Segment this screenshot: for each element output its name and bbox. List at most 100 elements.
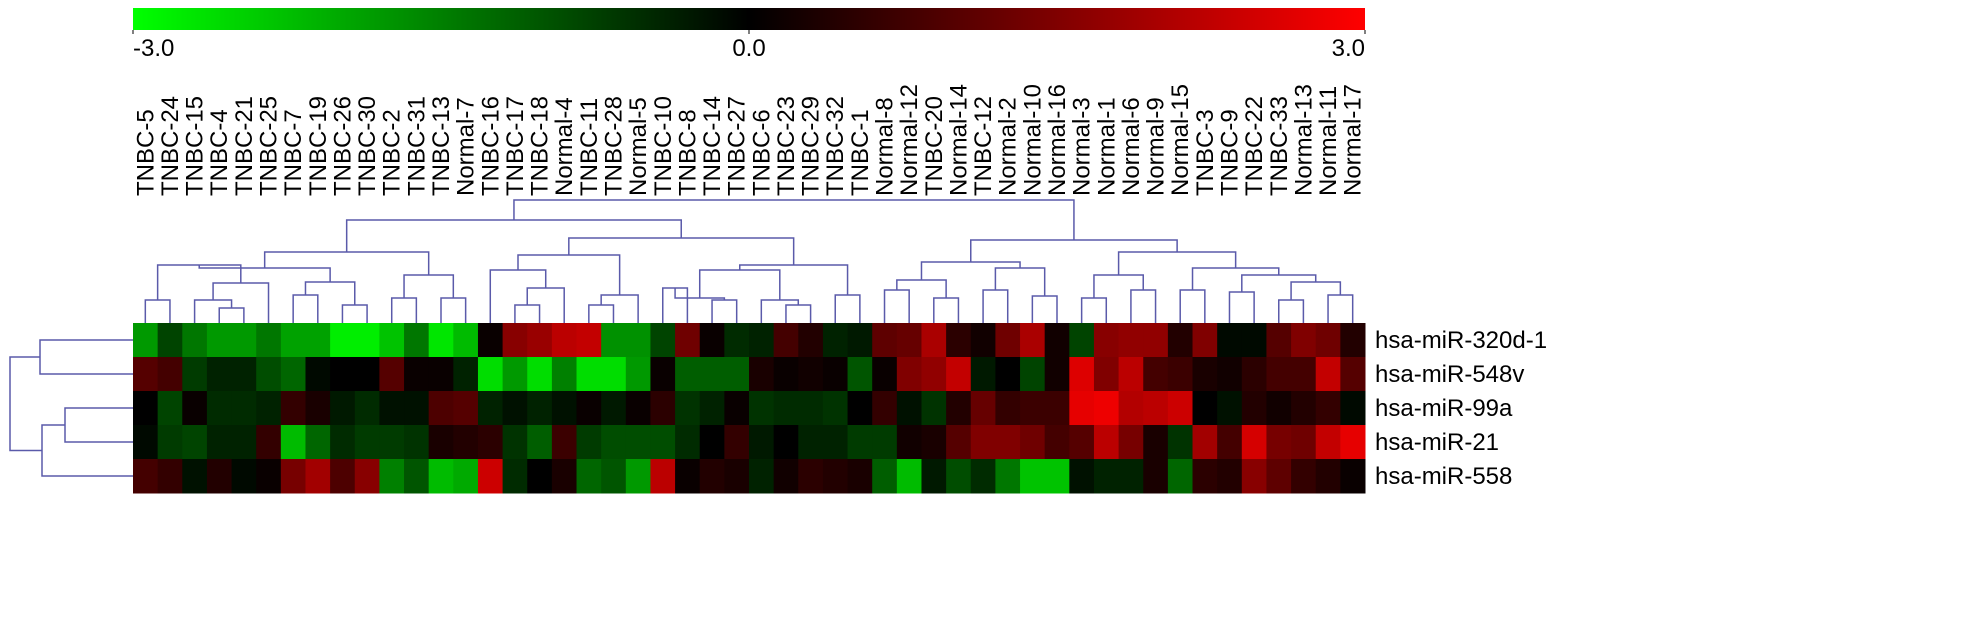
heatmap-cell: [256, 425, 282, 460]
heatmap-cell: [502, 323, 528, 358]
heatmap-cell: [182, 357, 208, 392]
heatmap-cell: [477, 357, 504, 392]
heatmap-cell: [551, 459, 578, 494]
heatmap-cell: [847, 323, 873, 358]
heatmap-cell: [1241, 323, 1267, 358]
heatmap-cell: [157, 391, 183, 426]
heatmap-cell: [305, 357, 331, 392]
heatmap-cell: [1167, 323, 1194, 358]
column-label: TNBC-20: [921, 96, 948, 196]
heatmap-cell: [1241, 425, 1267, 460]
column-label: Normal-8: [872, 97, 899, 196]
heatmap-cell: [1266, 425, 1292, 460]
heatmap-cell: [872, 357, 898, 392]
column-label: TNBC-30: [354, 96, 381, 196]
column-dendrogram: [1327, 294, 1354, 323]
column-dendrogram: [970, 239, 1178, 262]
heatmap-cell: [921, 391, 947, 426]
column-dendrogram: [292, 294, 319, 323]
heatmap-cell: [921, 323, 947, 358]
heatmap-cell: [182, 391, 208, 426]
heatmap-cell: [625, 459, 651, 494]
heatmap-cell: [576, 323, 602, 358]
column-label: TNBC-11: [576, 98, 603, 196]
heatmap-cell: [1069, 391, 1095, 426]
column-dendrogram: [304, 281, 356, 305]
heatmap-cell: [133, 323, 159, 358]
column-label: TNBC-6: [748, 109, 775, 196]
heatmap-cell: [822, 323, 849, 358]
heatmap-cell: [699, 391, 725, 426]
column-dendrogram: [933, 297, 960, 323]
column-dendrogram: [1130, 289, 1157, 323]
heatmap-cell: [773, 459, 799, 494]
heatmap-cell: [231, 391, 257, 426]
heatmap-cell: [231, 357, 257, 392]
heatmap-cell: [847, 425, 873, 460]
column-dendrogram: [1228, 291, 1255, 323]
heatmap-cell: [896, 323, 922, 358]
heatmap-cell: [157, 459, 183, 494]
heatmap-cell: [1044, 425, 1070, 460]
heatmap-cell: [1291, 357, 1317, 392]
heatmap-cell: [1217, 425, 1243, 460]
heatmap-cell: [157, 357, 183, 392]
heatmap-cell: [625, 323, 651, 358]
heatmap-cell: [896, 459, 922, 494]
heatmap-cell: [896, 425, 922, 460]
heatmap-cell: [502, 357, 528, 392]
column-label: TNBC-1: [847, 109, 874, 196]
column-label: TNBC-18: [527, 96, 554, 196]
column-dendrogram: [1278, 299, 1305, 323]
heatmap-cell: [206, 323, 233, 358]
column-dendrogram: [514, 304, 541, 323]
color-bar: [133, 8, 1365, 30]
column-dendrogram: [1093, 274, 1144, 298]
heatmap-cell: [1266, 323, 1292, 358]
heatmap-cell: [724, 459, 750, 494]
heatmap-cell: [330, 357, 356, 392]
heatmap-cell: [182, 459, 208, 494]
column-dendrogram: [760, 299, 800, 323]
heatmap-cell: [625, 391, 651, 426]
column-dendrogram: [834, 294, 861, 323]
column-dendrogram: [1191, 267, 1280, 290]
heatmap-cell: [133, 391, 159, 426]
column-label: TNBC-3: [1192, 109, 1219, 196]
heatmap-cell: [477, 323, 504, 358]
column-label: TNBC-23: [773, 96, 800, 196]
heatmap-cell: [428, 323, 454, 358]
heatmap-cell: [872, 425, 898, 460]
heatmap-cell: [650, 391, 676, 426]
row-dendrogram: [39, 339, 133, 375]
column-label: Normal-12: [896, 84, 923, 196]
heatmap-cell: [1167, 391, 1194, 426]
heatmap-cell: [527, 323, 553, 358]
column-dendrogram: [1080, 297, 1108, 323]
heatmap-cell: [1340, 357, 1366, 392]
heatmap-cell: [724, 323, 750, 358]
heatmap-cell: [1093, 357, 1120, 392]
column-label: Normal-6: [1118, 97, 1145, 196]
heatmap-cell: [330, 459, 356, 494]
column-dendrogram: [1241, 274, 1317, 292]
heatmap-cell: [773, 323, 799, 358]
column-label: TNBC-14: [699, 96, 726, 196]
heatmap-cell: [1044, 391, 1070, 426]
heatmap-cell: [1340, 425, 1366, 460]
heatmap-cell: [551, 425, 578, 460]
heatmap-cell: [256, 459, 282, 494]
column-dendrogram: [345, 219, 682, 252]
heatmap-cell: [1167, 425, 1194, 460]
column-dendrogram: [1117, 251, 1237, 275]
heatmap-cell: [1291, 425, 1317, 460]
heatmap-cell: [699, 357, 725, 392]
column-label: TNBC-15: [182, 96, 209, 196]
heatmap-cell: [453, 425, 479, 460]
heatmap-cell: [404, 323, 430, 358]
column-label: Normal-2: [995, 97, 1022, 196]
heatmap-cell: [157, 323, 183, 358]
column-label: TNBC-7: [280, 109, 307, 196]
heatmap-cell: [1241, 459, 1267, 494]
